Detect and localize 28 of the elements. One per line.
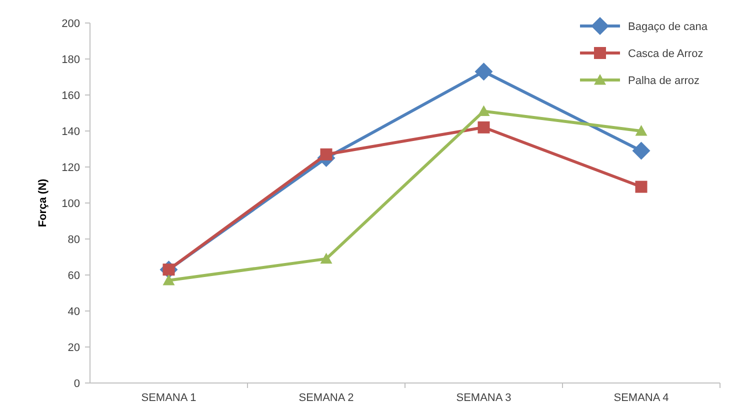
- point: [478, 121, 490, 134]
- point: [320, 148, 332, 160]
- y-tick-label: 180: [62, 54, 80, 66]
- point: [320, 252, 332, 264]
- x-tick-label: SEMANA 3: [456, 392, 512, 404]
- y-tick-label: 100: [62, 198, 80, 210]
- legend-label: Casca de Arroz: [628, 48, 704, 60]
- point: [478, 105, 490, 116]
- x-tick-label: SEMANA 1: [141, 392, 196, 404]
- point: [635, 125, 648, 136]
- y-tick-label: 20: [68, 342, 80, 354]
- point: [162, 274, 175, 286]
- legend-label: Palha de arroz: [628, 74, 700, 87]
- x-tick-label: SEMANA 4: [614, 392, 669, 404]
- point: [635, 180, 648, 193]
- y-tick-label: 200: [62, 18, 80, 30]
- y-tick-label: 60: [68, 270, 80, 282]
- y-axis-title: Força (N): [37, 178, 49, 228]
- x-tick-label: SEMANA 2: [298, 392, 354, 404]
- point: [632, 142, 650, 160]
- y-tick-label: 80: [68, 234, 80, 246]
- y-tick-label: 160: [62, 90, 80, 102]
- y-tick-label: 40: [68, 306, 80, 318]
- y-tick-label: 120: [62, 162, 80, 174]
- legend-label: Bagaço de cana: [628, 20, 708, 33]
- y-tick-label: 140: [62, 126, 80, 138]
- point: [474, 62, 493, 81]
- y-tick-label: 0: [74, 378, 80, 390]
